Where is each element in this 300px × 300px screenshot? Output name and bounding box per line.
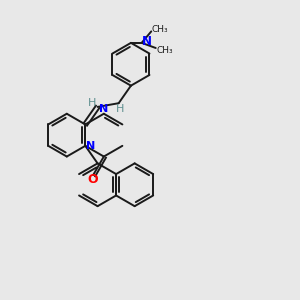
Text: H: H xyxy=(88,98,97,108)
Text: O: O xyxy=(88,173,98,186)
Text: N: N xyxy=(99,104,109,114)
Text: N: N xyxy=(86,141,95,151)
Text: N: N xyxy=(142,35,152,48)
Text: CH₃: CH₃ xyxy=(152,25,169,34)
Text: H: H xyxy=(116,104,124,114)
Text: CH₃: CH₃ xyxy=(156,46,173,55)
